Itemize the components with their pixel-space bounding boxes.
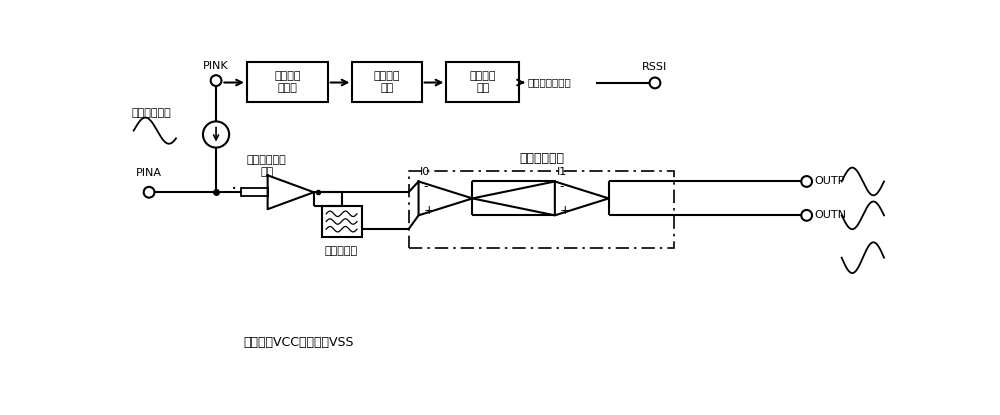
Text: 单电源：VCC，单地：VSS: 单电源：VCC，单地：VSS bbox=[243, 336, 354, 349]
Text: +: + bbox=[423, 204, 434, 217]
Text: -: - bbox=[423, 180, 428, 193]
Circle shape bbox=[203, 122, 229, 148]
Text: I0: I0 bbox=[420, 167, 430, 177]
Bar bbox=[241, 188, 268, 196]
Text: 非线性采
样电路: 非线性采 样电路 bbox=[274, 71, 301, 93]
Text: ·: · bbox=[231, 180, 237, 199]
Text: RSSI: RSSI bbox=[642, 62, 668, 72]
Text: 取样镜像
电路: 取样镜像 电路 bbox=[470, 71, 496, 93]
Bar bbox=[352, 62, 422, 102]
Bar bbox=[409, 171, 674, 248]
Text: 输出光电流均值: 输出光电流均值 bbox=[528, 78, 572, 88]
Text: -: - bbox=[559, 180, 564, 193]
Circle shape bbox=[801, 210, 812, 221]
Text: 单转双电路: 单转双电路 bbox=[325, 246, 358, 256]
Circle shape bbox=[650, 78, 660, 88]
Text: 负反馈放
大器: 负反馈放 大器 bbox=[374, 71, 400, 93]
Bar bbox=[247, 62, 328, 102]
Circle shape bbox=[801, 176, 812, 187]
Text: +: + bbox=[559, 204, 570, 217]
Text: 高速电流信号: 高速电流信号 bbox=[131, 107, 171, 117]
Circle shape bbox=[144, 187, 154, 198]
Text: PINK: PINK bbox=[203, 61, 229, 71]
Text: PINA: PINA bbox=[136, 168, 162, 178]
Bar bbox=[446, 62, 519, 102]
Text: I1: I1 bbox=[556, 167, 567, 177]
Text: 跨阻放大前端
电路: 跨阻放大前端 电路 bbox=[247, 155, 287, 177]
Text: 差分信号通道: 差分信号通道 bbox=[519, 151, 564, 164]
Text: OUTN: OUTN bbox=[814, 210, 846, 220]
Text: OUTP: OUTP bbox=[814, 176, 845, 186]
Circle shape bbox=[211, 75, 221, 86]
Bar bbox=[322, 206, 362, 237]
